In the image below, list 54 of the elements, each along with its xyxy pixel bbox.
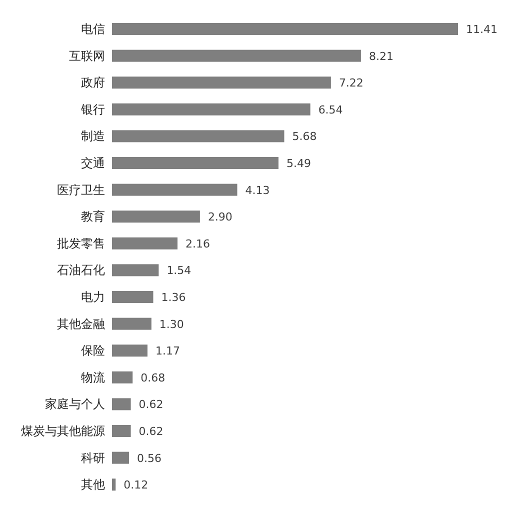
data-label: 1.17 (155, 344, 180, 358)
data-label: 1.30 (159, 318, 184, 331)
data-label: 0.62 (138, 425, 164, 438)
bar (112, 344, 148, 357)
y-tick-label: 银行 (80, 102, 105, 116)
bar (112, 50, 361, 62)
y-tick-label: 物流 (81, 370, 105, 384)
bar (112, 425, 131, 437)
data-label: 0.56 (136, 452, 162, 465)
y-tick-label: 电信 (81, 22, 105, 36)
y-tick-label: 保险 (81, 344, 105, 358)
y-tick-label: 石油石化 (57, 263, 105, 278)
y-tick-label: 教育 (81, 210, 105, 224)
y-tick-label: 其他 (81, 478, 105, 492)
bar (112, 264, 159, 276)
data-label: 11.41 (466, 23, 498, 36)
bar (112, 452, 129, 464)
data-label: 6.54 (318, 103, 343, 116)
y-tick-label: 其他金融 (57, 316, 105, 331)
y-tick-label: 煤炭与其他能源 (21, 424, 105, 438)
data-label: 2.16 (186, 237, 210, 250)
data-label: 2.90 (208, 210, 232, 224)
data-label: 8.21 (368, 50, 394, 63)
y-tick-label: 制造 (81, 129, 105, 144)
y-tick-label: 家庭与个人 (45, 397, 105, 412)
data-label: 5.68 (292, 130, 317, 144)
bar (112, 103, 310, 116)
y-tick-label: 交通 (81, 156, 105, 170)
bar (112, 130, 284, 142)
data-label: 1.54 (166, 264, 192, 278)
bar (112, 76, 331, 89)
data-label: 0.62 (138, 398, 164, 412)
bar (112, 157, 278, 169)
y-tick-label: 互联网 (69, 48, 105, 63)
bar (112, 478, 116, 491)
data-label: 5.49 (286, 157, 311, 170)
y-tick-label: 电力 (81, 290, 105, 304)
bar (112, 184, 238, 196)
data-label: 7.22 (338, 76, 364, 90)
y-tick-label: 批发零售 (57, 236, 105, 250)
bar (112, 23, 458, 35)
bar (112, 318, 152, 330)
data-label: 0.68 (140, 371, 166, 384)
bar (112, 371, 133, 384)
y-tick-label: 政府 (81, 76, 105, 90)
bar (112, 210, 200, 223)
bar (112, 237, 178, 250)
bar (112, 291, 154, 303)
data-label: 4.13 (245, 184, 270, 197)
y-tick-label: 科研 (81, 450, 105, 465)
data-label: 1.36 (161, 291, 186, 304)
y-tick-label: 医疗卫生 (57, 182, 105, 197)
bar (112, 398, 131, 410)
data-label: 0.12 (124, 478, 148, 492)
